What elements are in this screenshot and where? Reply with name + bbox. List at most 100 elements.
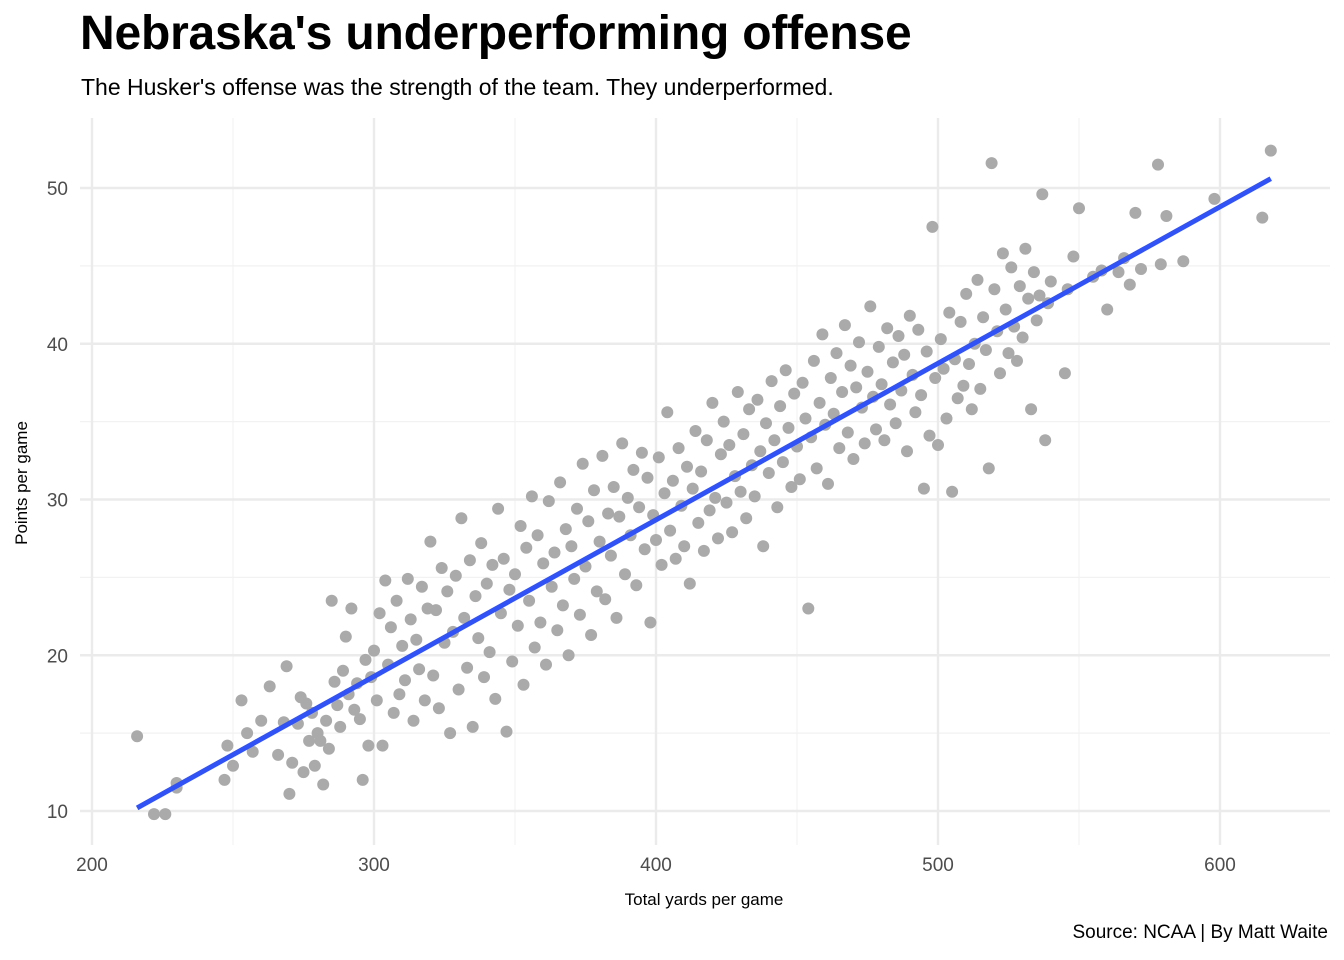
data-point: [218, 773, 231, 786]
trend-line-group: [135, 176, 1272, 811]
data-point: [1013, 280, 1026, 293]
data-point: [678, 540, 691, 553]
chart-caption: Source: NCAA | By Matt Waite: [1072, 922, 1328, 943]
data-point: [985, 157, 998, 170]
data-point: [556, 599, 569, 612]
data-point: [841, 426, 854, 439]
data-point: [390, 594, 403, 607]
data-point: [726, 526, 739, 539]
data-point: [514, 520, 527, 532]
data-point: [314, 734, 327, 747]
data-point: [751, 393, 764, 406]
data-point: [909, 406, 922, 419]
data-point: [235, 694, 248, 707]
data-point: [542, 495, 555, 508]
data-point: [565, 540, 578, 553]
data-point: [700, 434, 713, 447]
data-point: [813, 396, 826, 409]
data-point: [934, 333, 947, 346]
data-point: [881, 322, 894, 335]
data-points: [131, 144, 1277, 821]
data-point: [872, 340, 885, 353]
data-point: [376, 739, 389, 752]
data-point: [692, 516, 705, 529]
data-point: [362, 739, 375, 752]
data-point: [461, 661, 474, 674]
data-point: [328, 675, 341, 688]
data-point: [506, 655, 519, 668]
data-point: [280, 660, 293, 673]
data-point: [317, 778, 330, 791]
data-point: [334, 720, 347, 733]
data-point: [548, 546, 561, 559]
data-point: [824, 372, 837, 384]
data-point: [486, 558, 499, 571]
data-point: [960, 287, 973, 300]
data-point: [379, 574, 392, 587]
data-point: [977, 311, 990, 324]
data-point: [757, 540, 770, 553]
chart-title: Nebraska's underperforming offense: [80, 7, 912, 60]
data-point: [339, 630, 352, 643]
data-point: [847, 453, 860, 465]
data-point: [717, 415, 730, 428]
data-point: [697, 544, 710, 557]
data-point: [415, 580, 428, 593]
data-point: [703, 504, 716, 517]
data-point: [723, 439, 736, 451]
data-point: [658, 487, 671, 500]
data-point: [836, 386, 849, 398]
data-point: [1264, 144, 1277, 157]
y-tick-label: 10: [47, 802, 68, 823]
data-point: [915, 389, 928, 402]
data-point: [748, 490, 761, 503]
data-point: [263, 680, 276, 693]
data-point: [559, 523, 572, 536]
data-point: [1123, 278, 1136, 291]
data-point: [221, 739, 234, 752]
data-point: [435, 562, 448, 574]
data-point: [227, 759, 239, 772]
data-point: [593, 535, 606, 548]
data-point: [610, 611, 623, 624]
data-point: [308, 759, 321, 772]
data-point: [940, 412, 953, 425]
data-point: [982, 462, 995, 475]
data-point: [325, 594, 338, 607]
data-point: [1208, 192, 1221, 205]
data-point: [331, 699, 344, 712]
data-point: [613, 510, 626, 523]
data-point: [878, 434, 891, 447]
data-point: [681, 460, 693, 473]
data-point: [994, 367, 1006, 380]
data-point: [373, 607, 386, 620]
data-point: [1002, 347, 1015, 360]
data-point: [926, 220, 939, 233]
data-point: [714, 448, 727, 461]
data-point: [686, 482, 699, 495]
data-point: [588, 484, 600, 497]
y-tick-label: 30: [47, 491, 68, 512]
data-point: [898, 348, 911, 361]
data-point: [858, 437, 871, 450]
data-point: [297, 766, 310, 779]
data-point: [432, 702, 445, 715]
data-point: [509, 568, 521, 581]
data-point: [1058, 367, 1071, 380]
data-point: [1073, 202, 1085, 215]
data-point: [652, 451, 665, 464]
data-point: [943, 306, 956, 319]
data-point: [384, 621, 397, 634]
data-point: [892, 330, 905, 342]
data-point: [545, 580, 558, 593]
data-point: [695, 465, 708, 478]
data-point: [810, 462, 823, 475]
data-point: [765, 375, 778, 388]
y-tick-label: 40: [47, 335, 68, 356]
data-point: [1027, 266, 1040, 279]
data-point: [1177, 255, 1190, 268]
data-point: [779, 364, 792, 377]
data-point: [1030, 314, 1043, 327]
data-point: [822, 477, 834, 490]
